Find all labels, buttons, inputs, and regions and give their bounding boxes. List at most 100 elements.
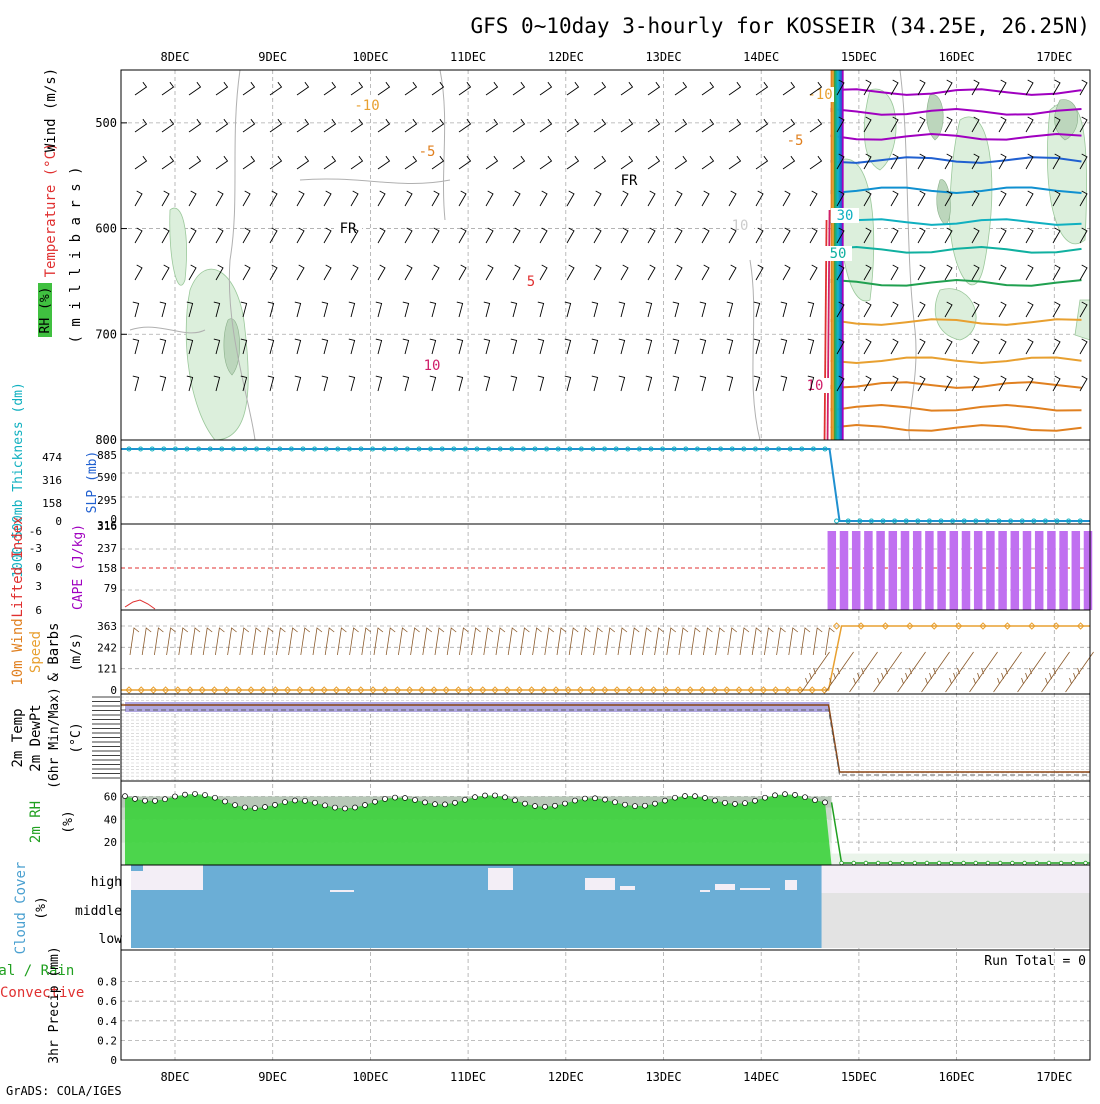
wind-barb-upper [348,338,356,355]
slp-point [729,446,735,452]
slp-point [172,446,178,452]
wind-speed-point [808,686,816,694]
contour-label: -5 [787,133,804,149]
wind-barb-10m [434,627,445,656]
wind-barb-upper [431,155,445,170]
wind-barb-upper [510,301,518,318]
wind-speed-point [210,686,219,694]
wind-barb-10m [349,627,359,656]
wind-barb-upper [1025,153,1034,170]
slp-point [613,446,619,452]
cloud-clear-segment [715,884,735,890]
wind-barb-upper [458,190,467,207]
wind-speed-point [466,686,475,694]
wind-barb-upper [917,227,926,244]
date-label-bottom: 11DEC [450,1070,486,1084]
slp-point [903,518,909,524]
wind-speed-point [344,686,353,694]
rh-point [642,802,648,809]
slp-right-tick: 0 [110,513,117,526]
panel-frame-precip [120,949,1091,1061]
wind-speed-point [1076,622,1085,630]
wind-barb-upper [431,118,445,133]
contour-label-bg [781,133,809,148]
wind-barb-upper [375,338,383,355]
precip-ylabel-a: tal / Rain [0,963,74,979]
wind-barb-upper [971,227,980,244]
wind-barb-upper [242,155,256,170]
cape-right-tick-top: 316 [97,520,117,533]
cape-bar [973,531,983,610]
wind-speed-point [393,686,402,694]
wind-barb-upper [402,375,410,392]
wind-barb-upper [647,190,656,207]
slp-point [300,446,306,452]
rh-point [442,801,448,808]
wind-barb-upper [647,155,661,170]
wind-barb-upper [1052,301,1061,318]
slp-point [718,446,724,452]
panel-frame-upper [120,69,1091,441]
wind-barb-10m [654,627,664,656]
wind-barb-10m [642,627,652,656]
cape-right-tick: 79 [104,582,117,595]
slp-point [1066,518,1072,524]
wind-barb-upper [377,118,391,133]
wind-barb-upper [890,264,899,281]
wind-speed-point [710,686,719,694]
wind-barb-upper [836,375,845,392]
wind-barb-upper [539,264,548,281]
wind-speed-point [674,686,682,694]
wind-speed-point [576,686,585,694]
wind-barb-upper [539,190,548,207]
precip-ytick: 0.8 [97,976,117,989]
wind-barb-upper [728,227,737,244]
wind-barb-upper [809,190,818,207]
wind-barb-upper [944,227,953,244]
wind-barb-upper [512,81,526,96]
contour-label-bg [413,144,441,159]
wind-barb-10m [276,627,286,656]
precip-ytick: 0.4 [97,1015,117,1028]
wind-barb-upper [807,375,815,392]
slp-point [509,446,515,452]
wind-speed-point [662,686,670,694]
wind-barb-upper [699,375,707,392]
wind-barb-10m [544,627,555,656]
wind-barb-upper [242,227,251,244]
cape-bar [900,531,910,610]
wind-barb-upper [618,338,626,355]
date-label-top: 11DEC [450,50,486,64]
slp-point [822,446,828,452]
post-contour [830,318,1082,326]
wind-barb-upper [429,301,437,318]
wind-barb-10m [727,627,738,656]
cloud-level-label: low [99,932,123,947]
rh2m-panel [121,791,1090,866]
wind-barb-upper [647,264,656,281]
wind-barb-upper [296,227,305,244]
wind-speed-point [149,686,158,694]
wind-barb-upper [593,264,602,281]
rh-point-post [985,860,991,866]
wind-barb-upper [161,190,170,207]
wind-speed-point [271,686,280,694]
wind-barb-10m [300,627,311,656]
post-contour [830,156,1082,164]
rh-point [132,796,138,802]
wind-barb-10m [715,627,725,656]
wind-barb-10m [678,627,689,656]
wind-barb-upper [377,190,386,207]
rh-point [472,794,478,800]
rh-point [752,797,758,804]
cape-bar [998,531,1007,610]
rh-point [352,804,358,811]
wind-barb-upper [215,227,224,244]
wind-barb-10m [556,627,567,656]
rh-point [212,794,218,801]
slp-point [381,446,387,452]
rh-point-post [851,860,856,866]
wind-barb-upper [726,375,734,392]
contour-label: FR [340,221,357,237]
